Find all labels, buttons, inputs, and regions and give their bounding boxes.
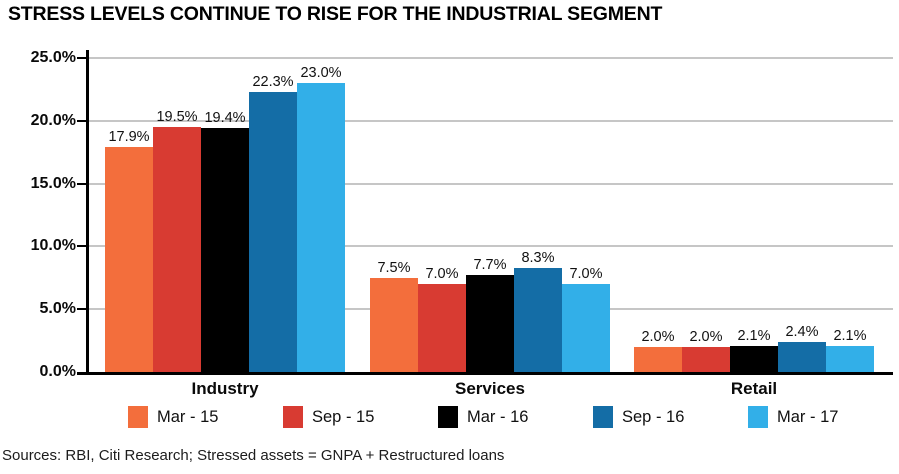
bar-mar-17-retail bbox=[826, 345, 874, 372]
bar-value-label: 19.5% bbox=[156, 109, 198, 126]
bar-sep-16-retail bbox=[778, 341, 826, 372]
bar-value-label: 2.0% bbox=[689, 328, 723, 345]
legend-item: Mar - 16 bbox=[438, 406, 593, 428]
x-axis-line bbox=[77, 372, 893, 375]
bar-mar-17-industry bbox=[297, 83, 345, 372]
bar-mar-16-services bbox=[466, 275, 514, 372]
bar-column: 23.0% bbox=[297, 65, 345, 372]
bar-value-label: 7.0% bbox=[569, 266, 603, 283]
plot-area: 17.9% 19.5% 19.4% 22.3% 23.0% 7.5% 7.0% 7.7% 8.3… bbox=[88, 57, 893, 372]
bar-value-label: 7.0% bbox=[425, 266, 459, 283]
legend-label: Sep - 15 bbox=[312, 407, 375, 426]
bar-column: 2.1% bbox=[730, 328, 778, 372]
bar-value-label: 2.4% bbox=[785, 323, 819, 340]
y-tick-mark bbox=[77, 57, 88, 59]
bar-mar-16-retail bbox=[730, 345, 778, 372]
bar-value-label: 2.1% bbox=[737, 327, 771, 344]
bar-column: 17.9% bbox=[105, 129, 153, 372]
legend-label: Mar - 15 bbox=[157, 407, 219, 426]
legend-item: Sep - 15 bbox=[283, 406, 438, 428]
bar-mar-15-retail bbox=[634, 346, 682, 372]
legend-swatch-icon bbox=[128, 406, 148, 428]
bar-sep-15-retail bbox=[682, 346, 730, 372]
bar-column: 2.0% bbox=[634, 329, 682, 372]
legend: Mar - 15 Sep - 15 Mar - 16 Sep - 16 Mar - 17 bbox=[128, 406, 899, 428]
bar-sep-15-industry bbox=[153, 127, 201, 372]
gridline bbox=[88, 245, 893, 248]
bar-mar-15-services bbox=[370, 277, 418, 372]
y-tick-label: 20.0% bbox=[30, 111, 76, 129]
chart-title: STRESS LEVELS CONTINUE TO RISE FOR THE I… bbox=[8, 3, 663, 25]
y-tick-mark bbox=[77, 308, 88, 311]
source-note: Sources: RBI, Citi Research; Stressed as… bbox=[2, 447, 505, 464]
bar-column: 2.4% bbox=[778, 324, 826, 372]
bar-group-industry: 17.9% 19.5% 19.4% 22.3% 23.0% bbox=[105, 65, 345, 372]
legend-label: Mar - 17 bbox=[777, 407, 839, 426]
category-label-retail: Retail bbox=[730, 379, 778, 398]
legend-label: Sep - 16 bbox=[622, 407, 685, 426]
y-tick-label: 5.0% bbox=[39, 300, 76, 318]
bar-column: 7.7% bbox=[466, 257, 514, 372]
bar-mar-17-services bbox=[562, 284, 610, 372]
bar-column: 8.3% bbox=[514, 250, 562, 372]
bar-group-retail: 2.0% 2.0% 2.1% 2.4% 2.1% bbox=[634, 324, 874, 372]
bar-column: 2.0% bbox=[682, 329, 730, 372]
bar-column: 7.5% bbox=[370, 260, 418, 372]
bar-mar-16-industry bbox=[201, 128, 249, 372]
legend-item: Mar - 15 bbox=[128, 406, 283, 428]
y-axis-line bbox=[86, 50, 89, 375]
gridline bbox=[88, 119, 893, 122]
bar-value-label: 8.3% bbox=[521, 249, 555, 266]
bar-sep-16-services bbox=[514, 267, 562, 372]
bar-group-services: 7.5% 7.0% 7.7% 8.3% 7.0% bbox=[370, 250, 610, 372]
legend-swatch-icon bbox=[283, 406, 303, 428]
bar-column: 7.0% bbox=[418, 266, 466, 372]
legend-item: Mar - 17 bbox=[748, 406, 899, 428]
legend-item: Sep - 16 bbox=[593, 406, 748, 428]
bar-value-label: 23.0% bbox=[300, 65, 342, 82]
bar-value-label: 19.4% bbox=[204, 110, 246, 127]
bar-value-label: 2.1% bbox=[833, 327, 867, 344]
bar-column: 22.3% bbox=[249, 74, 297, 372]
bar-value-label: 7.5% bbox=[377, 259, 411, 276]
gridline bbox=[88, 182, 893, 185]
y-tick-label: 10.0% bbox=[30, 237, 76, 255]
y-tick-label: 15.0% bbox=[30, 174, 76, 192]
bar-mar-15-industry bbox=[105, 147, 153, 372]
gridline bbox=[88, 57, 893, 59]
bar-column: 19.5% bbox=[153, 109, 201, 372]
y-tick-label: 0.0% bbox=[39, 363, 76, 380]
y-tick-mark bbox=[77, 182, 88, 185]
bar-column: 19.4% bbox=[201, 110, 249, 372]
bar-value-label: 7.7% bbox=[473, 257, 507, 274]
category-label-industry: Industry bbox=[191, 379, 259, 398]
bar-value-label: 2.0% bbox=[641, 328, 675, 345]
y-tick-mark bbox=[77, 245, 88, 248]
bar-value-label: 22.3% bbox=[252, 73, 294, 90]
bar-sep-15-services bbox=[418, 284, 466, 372]
legend-swatch-icon bbox=[438, 406, 458, 428]
legend-swatch-icon bbox=[593, 406, 613, 428]
category-label-services: Services bbox=[455, 379, 525, 398]
bar-column: 2.1% bbox=[826, 328, 874, 372]
y-tick-mark bbox=[77, 119, 88, 122]
bar-sep-16-industry bbox=[249, 91, 297, 372]
bar-column: 7.0% bbox=[562, 266, 610, 372]
legend-swatch-icon bbox=[748, 406, 768, 428]
y-tick-label: 25.0% bbox=[30, 49, 76, 66]
legend-label: Mar - 16 bbox=[467, 407, 529, 426]
bar-value-label: 17.9% bbox=[108, 129, 150, 146]
